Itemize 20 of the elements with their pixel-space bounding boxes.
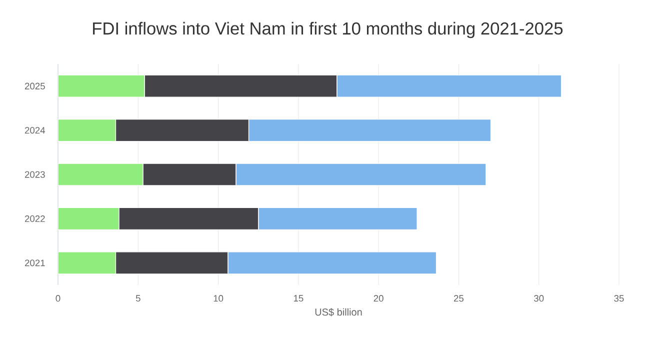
y-tick-label: 2025 bbox=[24, 82, 45, 90]
bar bbox=[58, 207, 120, 230]
y-tick-label: 2022 bbox=[24, 215, 45, 222]
y-tick-label: 2021 bbox=[24, 260, 45, 266]
x-tick-label: 15 bbox=[294, 295, 304, 302]
x-tick-label: 25 bbox=[454, 295, 464, 302]
bar bbox=[58, 74, 145, 98]
bar bbox=[58, 118, 116, 142]
y-tick-label: 2023 bbox=[24, 171, 45, 178]
x-axis-title: US$ billion bbox=[315, 308, 362, 316]
x-tick-label: 5 bbox=[136, 295, 140, 302]
bar bbox=[58, 163, 144, 186]
chart-title: FDI inflows into Viet Nam in first 10 months during 2021-2025 bbox=[93, 22, 563, 38]
x-tick-label: 10 bbox=[214, 295, 224, 302]
x-tick-label: 20 bbox=[374, 295, 384, 302]
bar bbox=[58, 252, 116, 274]
y-tick-label: 2024 bbox=[24, 127, 46, 134]
x-tick-label: 35 bbox=[614, 295, 624, 302]
x-tick-label: 0 bbox=[56, 295, 60, 302]
x-tick-label: 30 bbox=[534, 295, 544, 302]
